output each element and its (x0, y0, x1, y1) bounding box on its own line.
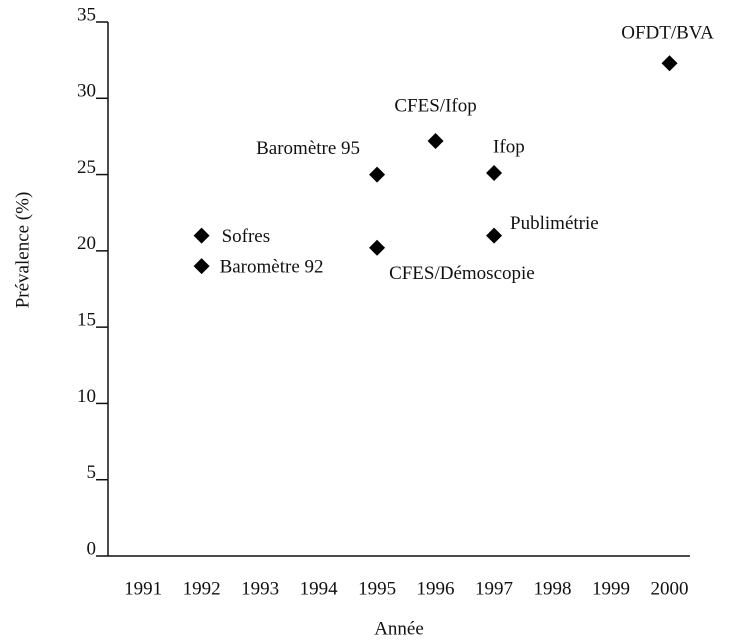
x-tick-label: 1994 (300, 578, 339, 599)
x-tick-label: 1992 (183, 578, 221, 599)
x-tick-label: 1991 (124, 578, 162, 599)
point (193, 227, 210, 244)
y-tick-label: 20 (77, 233, 96, 254)
point (427, 133, 444, 150)
y-axis-label: Prévalence (%) (12, 192, 33, 309)
point (193, 258, 210, 275)
point (486, 165, 503, 182)
y-tick-label: 5 (87, 462, 97, 483)
x-tick-label: 1993 (241, 578, 279, 599)
point-label: Baromètre 95 (256, 138, 360, 159)
point-label: Sofres (222, 226, 271, 247)
x-tick-label: 1999 (592, 578, 630, 599)
y-tick-label: 0 (87, 538, 97, 559)
y-tick-label: 25 (77, 157, 96, 178)
point-label: CFES/Ifop (394, 95, 476, 116)
y-tick-label: 15 (77, 310, 96, 331)
point (369, 239, 386, 256)
point (661, 55, 678, 72)
x-tick-label: 1996 (417, 578, 455, 599)
point-label: Ifop (493, 136, 525, 157)
x-tick-label: 1998 (534, 578, 572, 599)
y-tick-label: 35 (77, 4, 96, 25)
x-tick-label: 2000 (651, 578, 689, 599)
point-label: Publimétrie (510, 213, 599, 234)
x-tick-label: 1997 (475, 578, 513, 599)
x-tick-label: 1995 (358, 578, 396, 599)
point-label: CFES/Démoscopie (389, 263, 535, 284)
point (486, 227, 503, 244)
y-tick-label: 30 (77, 81, 96, 102)
x-axis-label: Année (374, 618, 424, 639)
point-label: OFDT/BVA (621, 23, 714, 44)
point (369, 166, 386, 183)
y-tick-label: 10 (77, 386, 96, 407)
point-label: Baromètre 92 (220, 256, 324, 277)
